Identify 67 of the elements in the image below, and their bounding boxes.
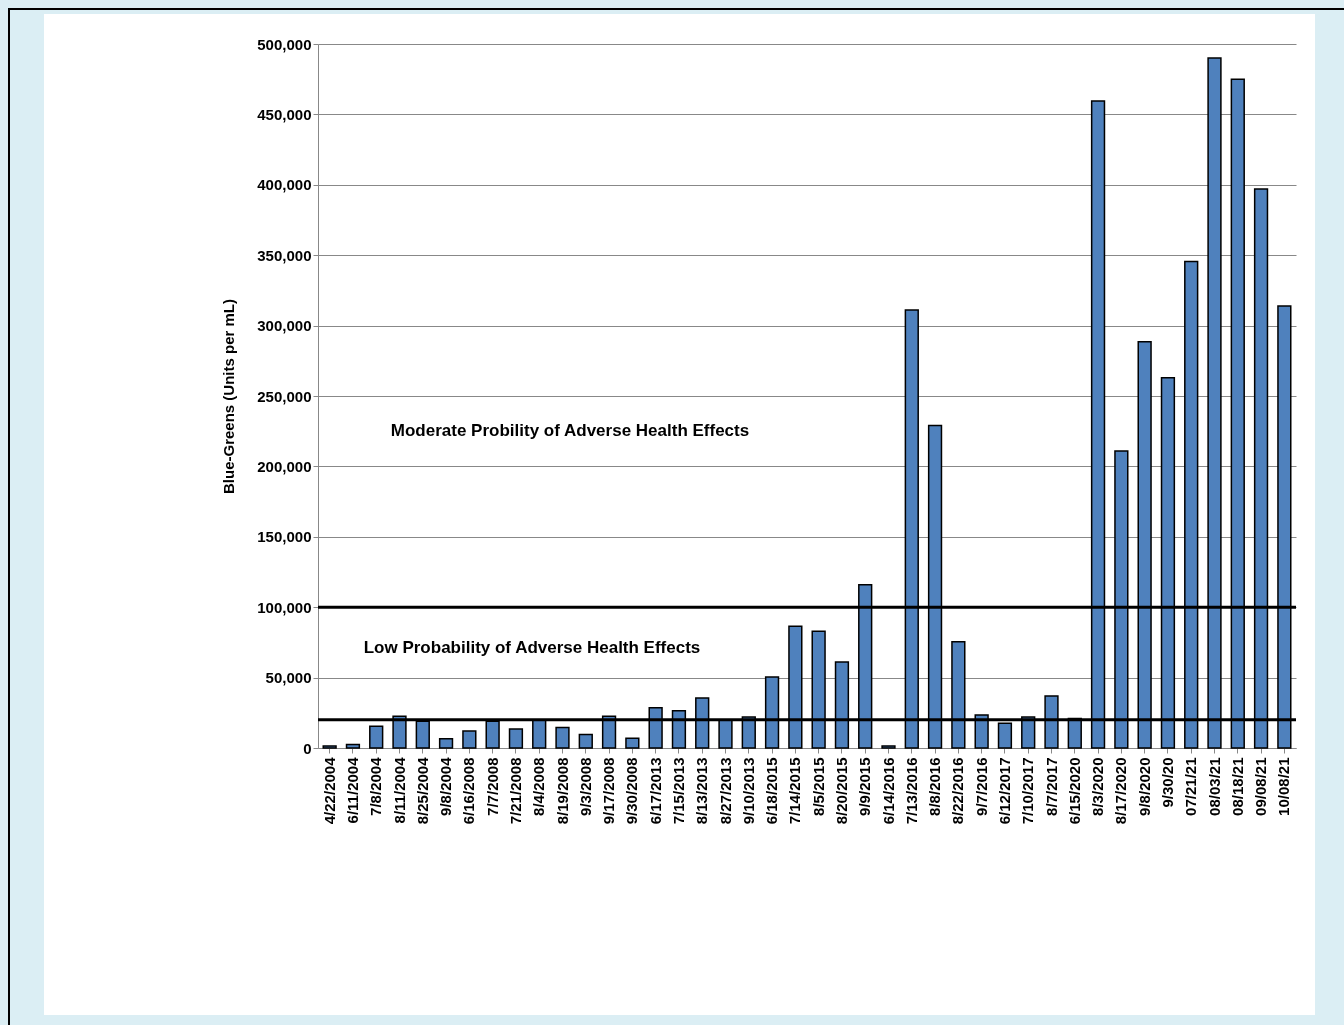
x-tick-label: 6/15/2020 [1065,757,1083,825]
x-tick-label: 8/4/2008 [530,757,548,816]
bar [322,745,337,749]
x-tick-label: 7/14/2015 [786,757,804,825]
x-tick-label: 8/13/2013 [693,757,711,825]
bar [462,730,477,749]
y-tick-label: 100,000 [257,598,312,616]
bar [345,743,361,749]
bar [555,726,570,749]
y-tick-label: 150,000 [257,528,312,546]
x-tick-label: 9/30/2008 [623,757,641,825]
x-tick-label: 7/10/2017 [1019,757,1037,825]
x-tick-label: 9/8/2020 [1135,757,1153,816]
x-tick-label: 8/20/2015 [832,757,850,825]
bar [369,725,384,749]
y-tick-label: 450,000 [257,105,312,123]
x-tick-label: 7/15/2013 [669,757,687,825]
x-tick-label: 4/22/2004 [320,756,338,825]
x-tick-label: 8/3/2020 [1089,757,1107,816]
bar [625,737,640,749]
x-tick-label: 7/13/2016 [902,757,920,825]
x-tick-label: 8/22/2016 [949,757,967,825]
y-tick-label: 50,000 [265,669,312,687]
y-tick-label: 0 [303,739,312,757]
x-tick-label: 6/12/2017 [995,757,1013,825]
bar [997,722,1013,749]
x-tick-label: 7/7/2008 [483,757,501,816]
x-tick-label: 8/27/2013 [716,757,734,825]
annotation: Low Probability of Adverse Health Effects [363,638,701,657]
bar [438,738,454,749]
x-tick-label: 10/08/21 [1275,757,1293,816]
y-tick-label: 350,000 [257,246,312,264]
x-tick-label: 9/9/2015 [856,757,874,816]
x-tick-label: 9/10/2013 [739,757,757,825]
x-tick-label: 8/11/2004 [390,756,408,824]
x-tick-label: 9/30/20 [1158,757,1176,808]
bar [578,733,593,749]
x-tick-label: 8/5/2015 [809,757,827,816]
y-tick-label: 250,000 [257,387,312,405]
annotation: Moderate Probility of Adverse Health Effects [390,421,750,440]
x-tick-label: 6/18/2015 [763,757,781,825]
x-tick-label: 8/7/2017 [1042,757,1060,816]
x-tick-label: 9/17/2008 [600,757,618,825]
x-tick-label: 9/8/2004 [437,756,455,816]
y-tick-label: 200,000 [257,457,312,475]
x-tick-label: 6/16/2008 [460,757,478,825]
y-tick-label: 400,000 [257,176,312,194]
x-tick-label: 09/08/21 [1252,757,1270,816]
x-tick-label: 7/21/2008 [506,757,524,825]
x-tick-label: 8/25/2004 [413,756,431,825]
x-tick-label: 7/8/2004 [367,756,385,816]
x-tick-label: 08/03/21 [1205,757,1223,816]
bar [508,728,524,749]
y-axis-title: Blue-Greens (Units per mL) [220,298,238,495]
x-tick-label: 07/21/21 [1182,757,1200,816]
x-tick-label: 9/7/2016 [972,757,990,816]
y-tick-label: 500,000 [257,35,312,53]
x-tick-label: 9/3/2008 [576,757,594,816]
x-tick-label: 8/17/2020 [1112,757,1130,825]
x-tick-label: 8/8/2016 [926,757,944,816]
x-tick-label: 6/17/2013 [646,757,664,825]
x-tick-label: 08/18/21 [1228,757,1246,816]
x-tick-label: 6/14/2016 [879,757,897,825]
x-tick-label: 6/11/2004 [343,756,361,824]
bar [881,745,896,749]
y-tick-label: 300,000 [257,317,312,335]
x-tick-label: 8/19/2008 [553,757,571,825]
